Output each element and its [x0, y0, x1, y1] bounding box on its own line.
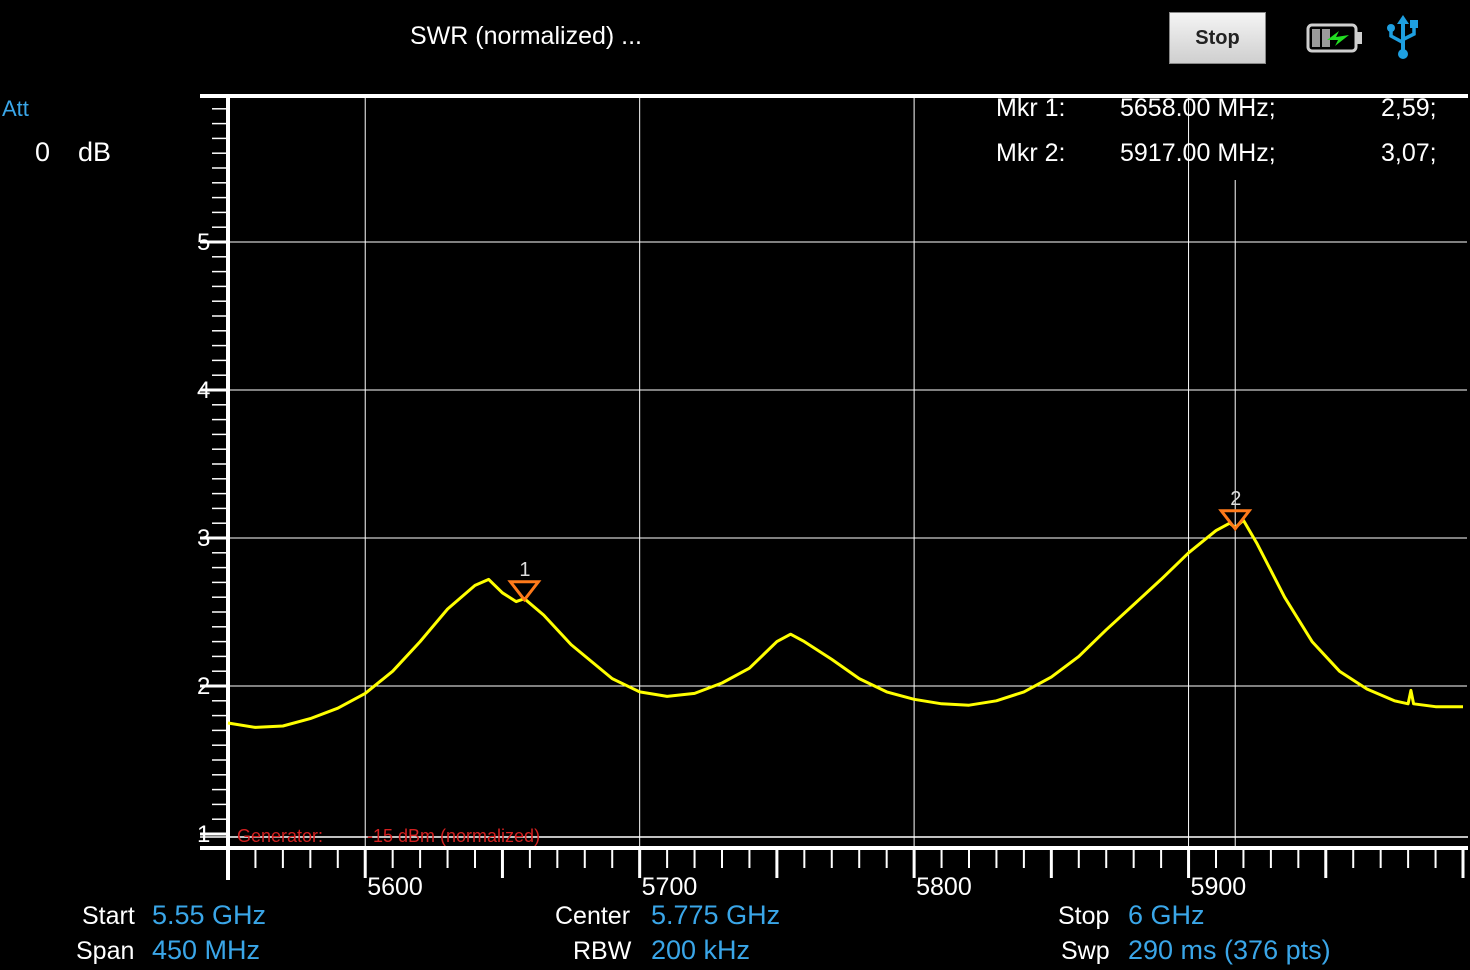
- sweep-value[interactable]: 290 ms (376 pts): [1128, 935, 1331, 965]
- x-tick-label: 5700: [642, 873, 698, 901]
- marker-2-value: 3,07;: [1381, 139, 1437, 167]
- y-tick-label: 2: [197, 673, 210, 700]
- stop-freq-value[interactable]: 6 GHz: [1128, 900, 1205, 930]
- marker-2-frequency: 5917.00 MHz;: [1120, 139, 1276, 167]
- center-value[interactable]: 5.775 GHz: [651, 900, 781, 930]
- start-value[interactable]: 5.55 GHz: [152, 900, 267, 930]
- marker-1-value: 2,59;: [1381, 94, 1437, 122]
- attenuation-label[interactable]: Att: [2, 96, 29, 121]
- x-tick-label: 5900: [1191, 873, 1247, 901]
- usb-icon: [1387, 15, 1418, 59]
- battery-charging-icon: [1306, 23, 1362, 53]
- span-value[interactable]: 450 MHz: [152, 935, 261, 965]
- sweep-label[interactable]: Swp: [1061, 937, 1110, 965]
- y-tick-label: 1: [197, 821, 210, 848]
- marker-1-frequency: 5658.00 MHz;: [1120, 94, 1276, 122]
- x-tick-label: 5800: [916, 873, 972, 901]
- trace-layer: [227, 518, 1463, 729]
- measurement-title[interactable]: SWR (normalized) ...: [410, 22, 642, 50]
- marker-1-triangle: [507, 580, 542, 603]
- start-label[interactable]: Start: [82, 902, 135, 930]
- marker-2-number: 2: [1230, 488, 1241, 510]
- stop-button[interactable]: Stop: [1169, 12, 1266, 64]
- span-label[interactable]: Span: [76, 937, 135, 965]
- attenuation-unit: dB: [78, 137, 112, 167]
- center-label[interactable]: Center: [555, 902, 631, 930]
- rbw-value[interactable]: 200 kHz: [651, 935, 751, 965]
- marker-2-triangle: [1218, 509, 1253, 532]
- x-tick-label: 5600: [367, 873, 423, 901]
- marker-1-label: Mkr 1:: [996, 94, 1066, 122]
- generator-value: -15 dBm (normalized): [367, 826, 541, 846]
- marker-1-number: 1: [519, 559, 530, 581]
- y-tick-label: 4: [197, 377, 210, 404]
- generator-label: Generator:: [237, 826, 324, 846]
- swr-trace: [227, 518, 1463, 729]
- attenuation-value: 0: [35, 137, 51, 167]
- y-tick-label: 3: [197, 525, 210, 552]
- marker-layer: 12: [507, 488, 1253, 603]
- marker-2-label: Mkr 2:: [996, 139, 1066, 167]
- stop-freq-label[interactable]: Stop: [1058, 902, 1110, 930]
- rbw-label[interactable]: RBW: [573, 937, 632, 965]
- y-tick-label: 5: [197, 229, 210, 256]
